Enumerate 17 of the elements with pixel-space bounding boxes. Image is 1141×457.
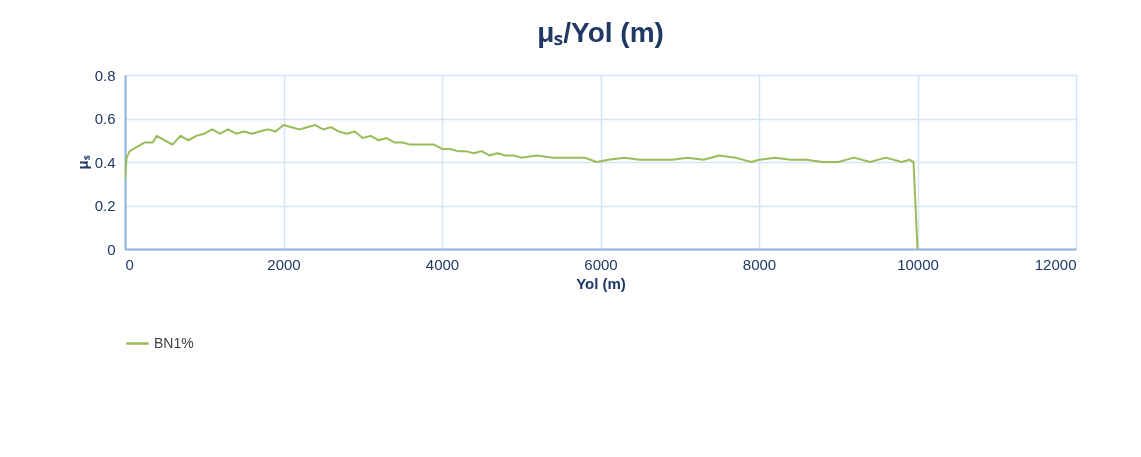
x-tick-label: 6000: [584, 255, 618, 273]
x-tick-label: 10000: [897, 255, 939, 273]
chart-title: μₛ/Yol (m): [537, 17, 664, 48]
y-tick-label: 0.8: [94, 66, 116, 84]
y-tick-label: 0.6: [94, 110, 116, 127]
legend-label: BN1%: [154, 334, 194, 351]
x-axis-title: Yol (m): [576, 274, 626, 292]
y-axis-title: μₛ: [73, 155, 91, 170]
x-tick-label: 0: [125, 255, 134, 273]
x-tick-label: 4000: [425, 255, 460, 273]
line-series: [125, 124, 919, 249]
x-tick-label: 8000: [742, 255, 777, 273]
x-tick-label: 12000: [1034, 255, 1077, 273]
x-tick-label: 2000: [267, 255, 301, 273]
y-tick-label: 0.4: [94, 153, 116, 171]
y-tick-label: 0.2: [94, 197, 116, 214]
y-tick-label: 0: [107, 240, 116, 258]
